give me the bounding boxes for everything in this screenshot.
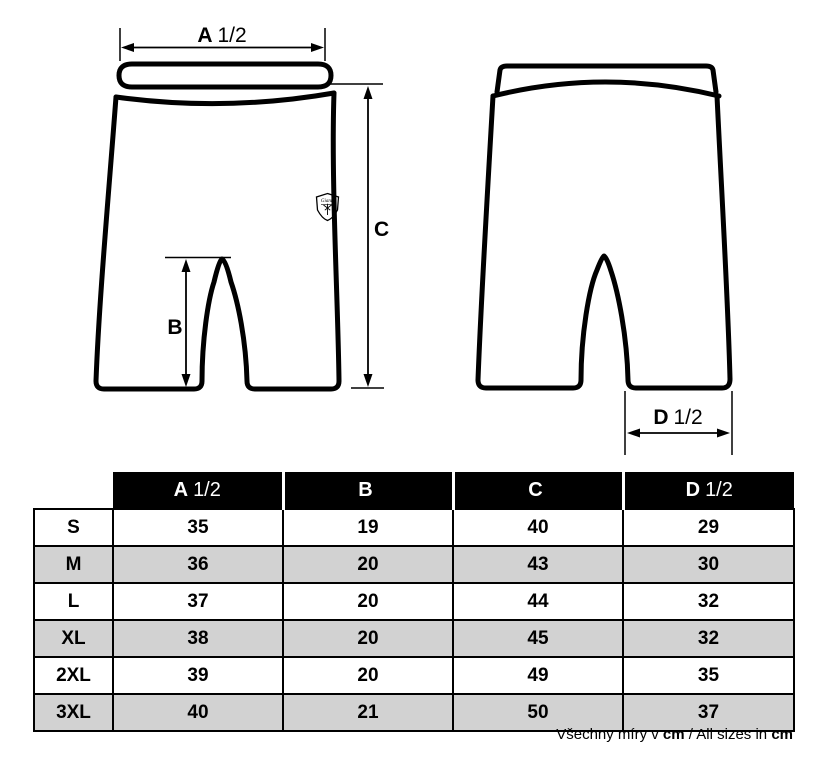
dim-label-a: A 1/2 <box>197 24 246 47</box>
cell-value: 20 <box>282 582 454 621</box>
dim-label-c: C <box>374 218 389 241</box>
cell-value: 20 <box>282 545 454 584</box>
cell-value: 49 <box>452 656 624 695</box>
size-table: A 1/2 B C D 1/2 S 35 19 40 29 M 36 20 43 3… <box>33 472 795 732</box>
size-label: S <box>33 508 114 547</box>
units-note: Všechny míry v cm / All sizes in cm <box>556 726 793 743</box>
size-label: 3XL <box>33 693 114 732</box>
cell-value: 20 <box>282 656 454 695</box>
dim-c-annotation: C <box>327 83 389 389</box>
size-label: L <box>33 582 114 621</box>
cell-value: 40 <box>452 508 624 547</box>
dim-b-annotation: B <box>165 256 231 387</box>
cell-value: 35 <box>112 508 284 547</box>
table-corner-cell <box>34 472 113 509</box>
front-shorts-outline <box>93 90 342 392</box>
dim-d-annotation: D 1/2 <box>624 391 733 455</box>
brand-logo: Giants <box>315 192 340 222</box>
table-row-s: S 35 19 40 29 <box>33 508 795 547</box>
cell-value: 37 <box>622 693 795 732</box>
table-row-3xl: 3XL 40 21 50 37 <box>33 693 795 732</box>
col-header-d: D 1/2 <box>621 472 794 509</box>
cell-value: 29 <box>622 508 795 547</box>
cell-value: 32 <box>622 582 795 621</box>
cell-value: 20 <box>282 619 454 658</box>
cell-value: 36 <box>112 545 284 584</box>
table-row-xl: XL 38 20 45 32 <box>33 619 795 658</box>
logo-palm-icon <box>323 203 332 215</box>
table-header-row: A 1/2 B C D 1/2 <box>34 472 794 509</box>
cell-value: 38 <box>112 619 284 658</box>
cell-value: 50 <box>452 693 624 732</box>
table-row-m: M 36 20 43 30 <box>33 545 795 584</box>
cell-value: 44 <box>452 582 624 621</box>
back-shorts-diagram: D 1/2 <box>475 63 733 455</box>
logo-shield-icon <box>315 192 340 222</box>
cell-value: 21 <box>282 693 454 732</box>
table-row-l: L 37 20 44 32 <box>33 582 795 621</box>
cell-value: 32 <box>622 619 795 658</box>
col-header-c: C <box>451 472 623 509</box>
back-waistband-top <box>494 63 719 95</box>
table-row-2xl: 2XL 39 20 49 35 <box>33 656 795 695</box>
cell-value: 19 <box>282 508 454 547</box>
dim-label-b: B <box>167 316 182 339</box>
cell-value: 40 <box>112 693 284 732</box>
size-label: 2XL <box>33 656 114 695</box>
back-shorts-outline <box>475 93 733 391</box>
front-waistband-lower-seam <box>113 90 337 107</box>
front-shorts-diagram: Giants A 1/2 B <box>93 24 389 392</box>
cell-value: 39 <box>112 656 284 695</box>
col-header-b: B <box>281 472 453 509</box>
cell-value: 30 <box>622 545 795 584</box>
cell-value: 45 <box>452 619 624 658</box>
shorts-diagrams: Giants A 1/2 B <box>93 24 733 455</box>
col-header-a: A 1/2 <box>113 472 283 509</box>
cell-value: 43 <box>452 545 624 584</box>
cell-value: 35 <box>622 656 795 695</box>
size-label: M <box>33 545 114 584</box>
front-waistband <box>116 61 334 90</box>
dim-a-annotation: A 1/2 <box>119 24 326 61</box>
size-label: XL <box>33 619 114 658</box>
logo-text: Giants <box>321 199 334 204</box>
cell-value: 37 <box>112 582 284 621</box>
dim-label-d: D 1/2 <box>653 406 702 429</box>
back-waistband-lower-seam <box>490 79 722 99</box>
